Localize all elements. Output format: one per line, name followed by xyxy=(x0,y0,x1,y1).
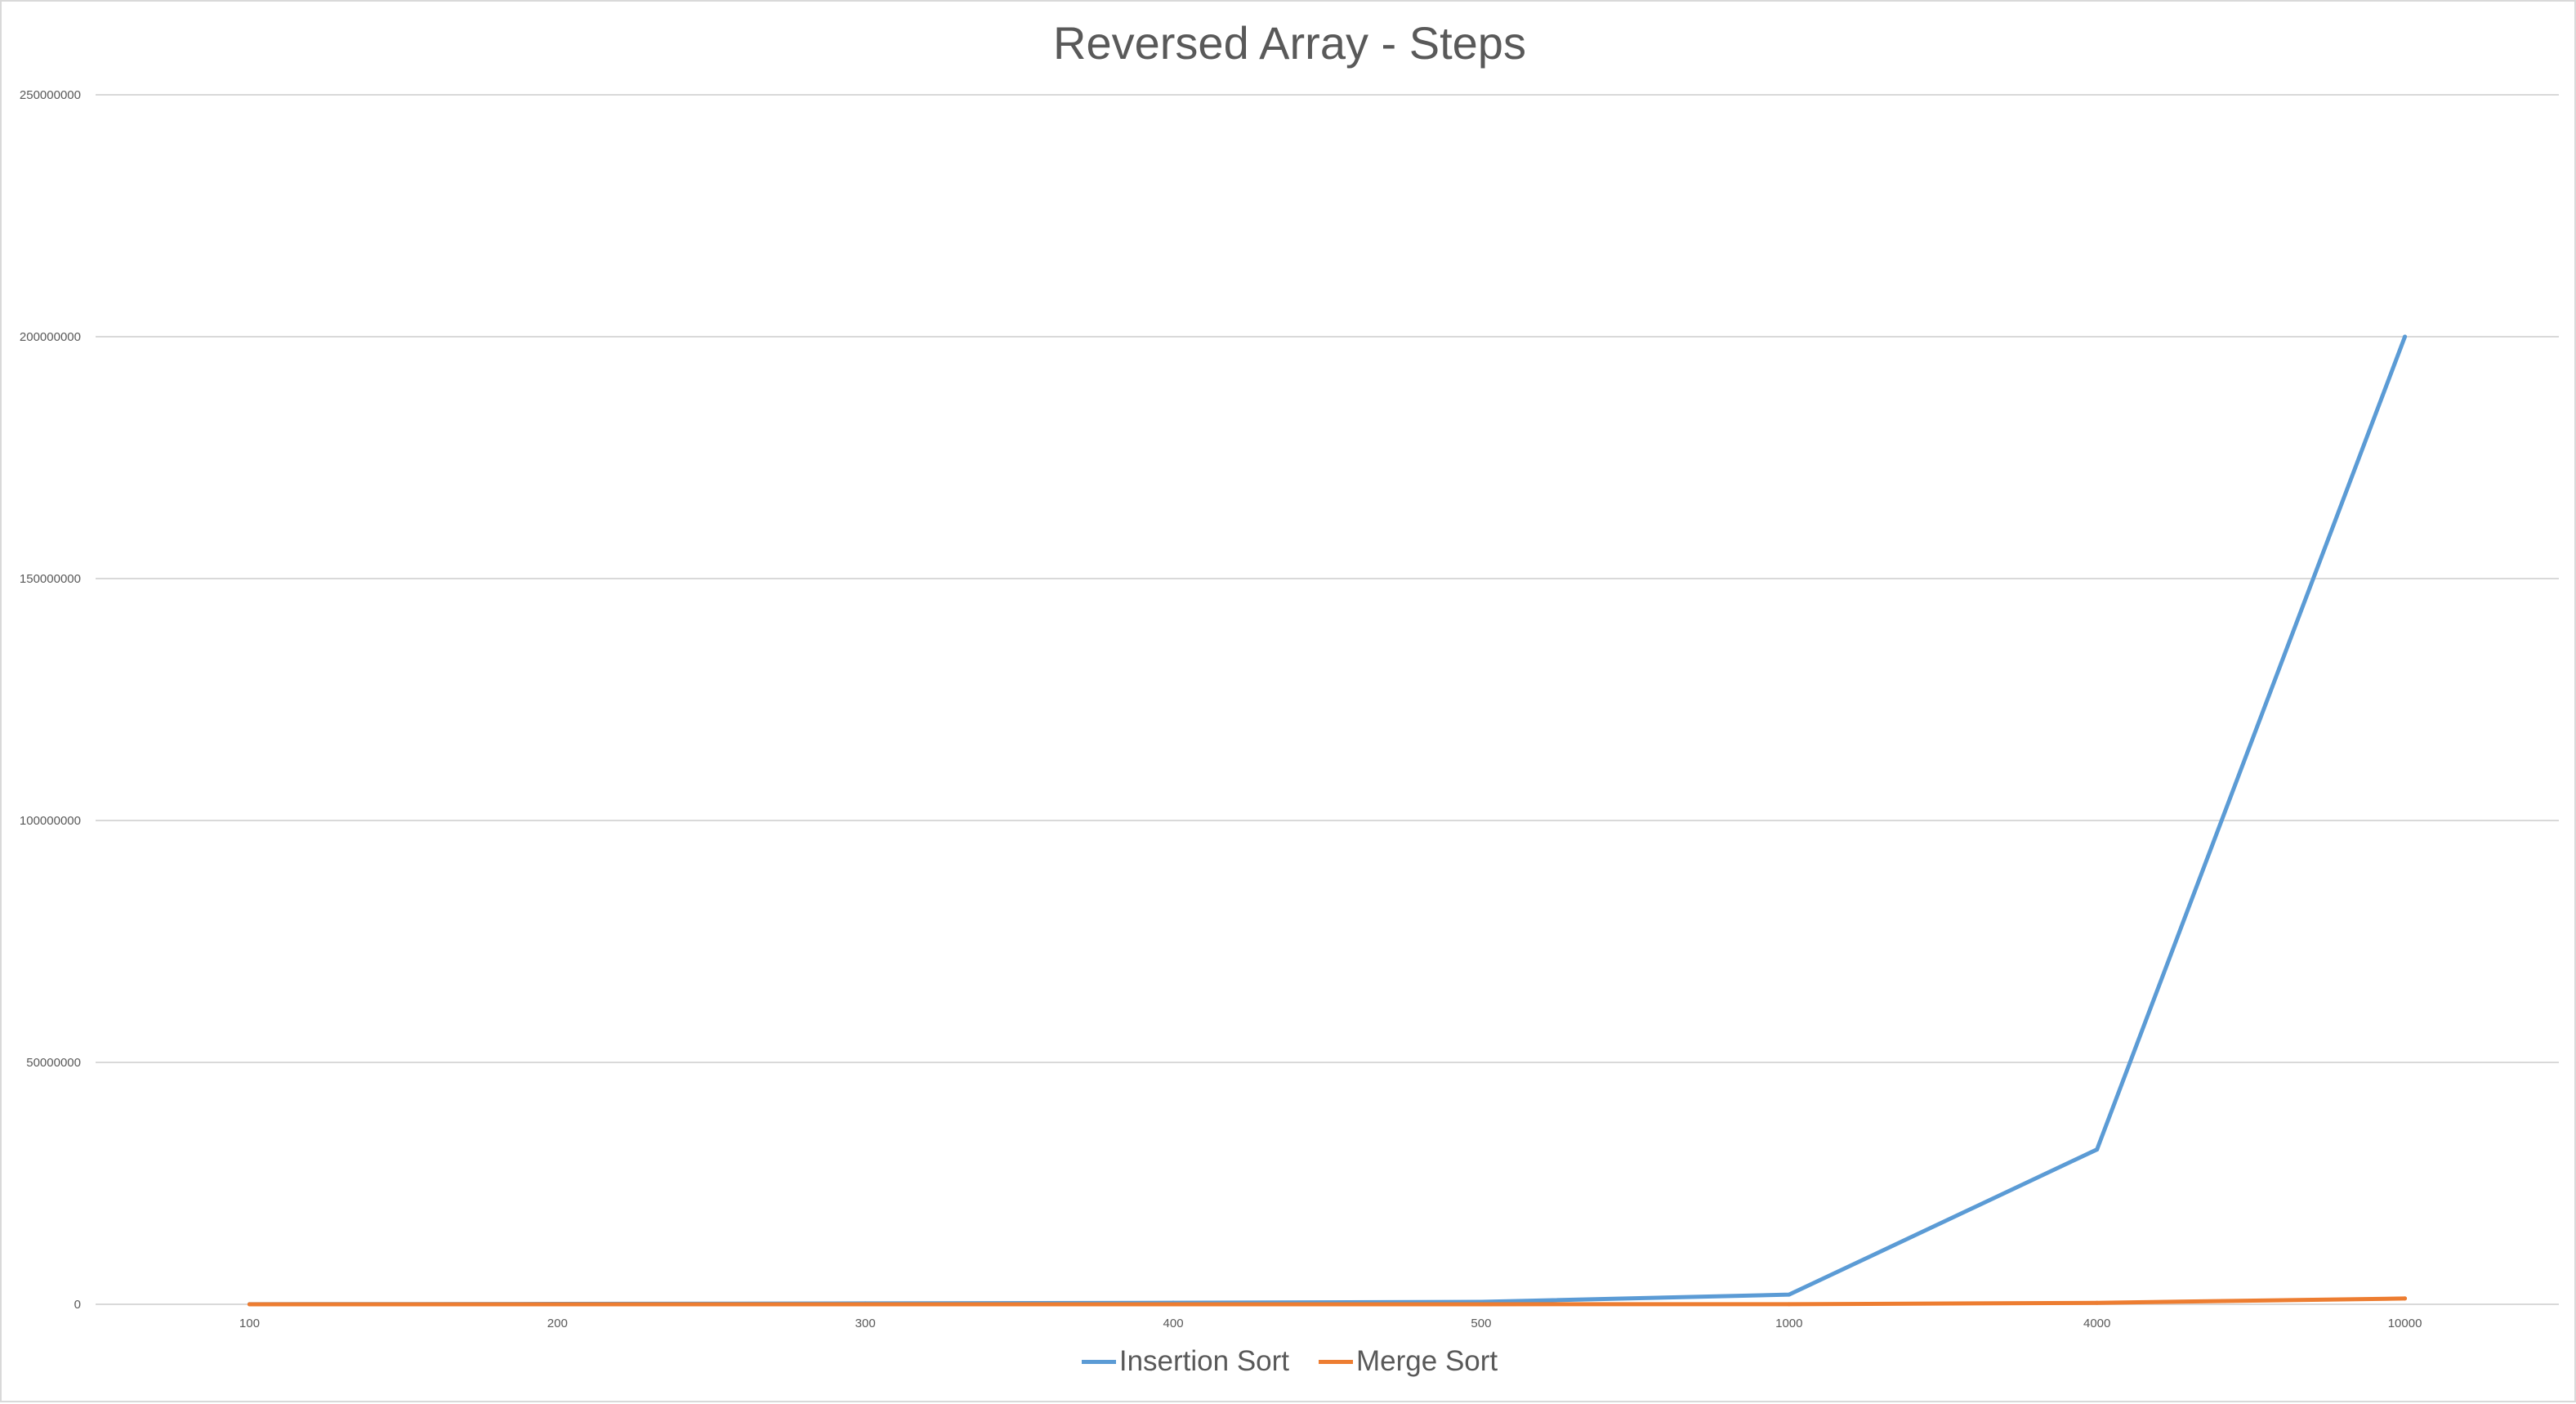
data-point xyxy=(555,1302,560,1307)
x-tick-label: 1000 xyxy=(1775,1317,1802,1330)
y-tick-label: 250000000 xyxy=(20,88,81,102)
legend-label: Merge Sort xyxy=(1356,1345,1498,1377)
y-tick-label: 200000000 xyxy=(20,330,81,344)
y-tick-label: 100000000 xyxy=(20,814,81,828)
chart-title: Reversed Array - Steps xyxy=(1053,17,1526,69)
y-tick-label: 50000000 xyxy=(26,1056,81,1070)
y-axis-labels: 0 50000000 100000000 150000000 200000000 2500… xyxy=(20,88,81,1312)
data-point xyxy=(1787,1302,1792,1307)
x-tick-label: 200 xyxy=(547,1317,568,1330)
y-tick-label: 150000000 xyxy=(20,572,81,586)
data-point xyxy=(1171,1302,1176,1307)
x-tick-label: 300 xyxy=(855,1317,876,1330)
legend-item: Merge Sort xyxy=(1319,1345,1498,1378)
data-point xyxy=(2095,1300,2100,1305)
x-tick-label: 100 xyxy=(239,1317,260,1330)
legend-label: Insertion Sort xyxy=(1118,1345,1290,1377)
data-point xyxy=(1787,1292,1792,1297)
legend-swatch xyxy=(1319,1359,1354,1364)
y-tick-label: 0 xyxy=(74,1298,81,1312)
legend-swatch xyxy=(1081,1359,1116,1364)
gridlines xyxy=(96,94,2559,1305)
series-lines xyxy=(247,334,2408,1307)
series-merge-sort xyxy=(247,1296,2408,1307)
x-tick-label: 400 xyxy=(1163,1317,1184,1330)
x-tick-label: 500 xyxy=(1471,1317,1491,1330)
data-point xyxy=(2403,334,2408,339)
data-point xyxy=(2403,1296,2408,1301)
data-point xyxy=(2095,1147,2100,1152)
data-point xyxy=(247,1302,252,1307)
legend: Insertion Sort Merge Sort xyxy=(2,1345,2576,1378)
x-tick-label: 4000 xyxy=(2083,1317,2110,1330)
legend-item: Insertion Sort xyxy=(1081,1345,1290,1378)
data-point xyxy=(863,1302,868,1307)
x-axis-labels: 100 200 300 400 500 1000 4000 10000 xyxy=(239,1317,2422,1330)
series-line xyxy=(247,1296,2408,1307)
data-point xyxy=(1479,1302,1484,1307)
x-tick-label: 10000 xyxy=(2388,1317,2422,1330)
